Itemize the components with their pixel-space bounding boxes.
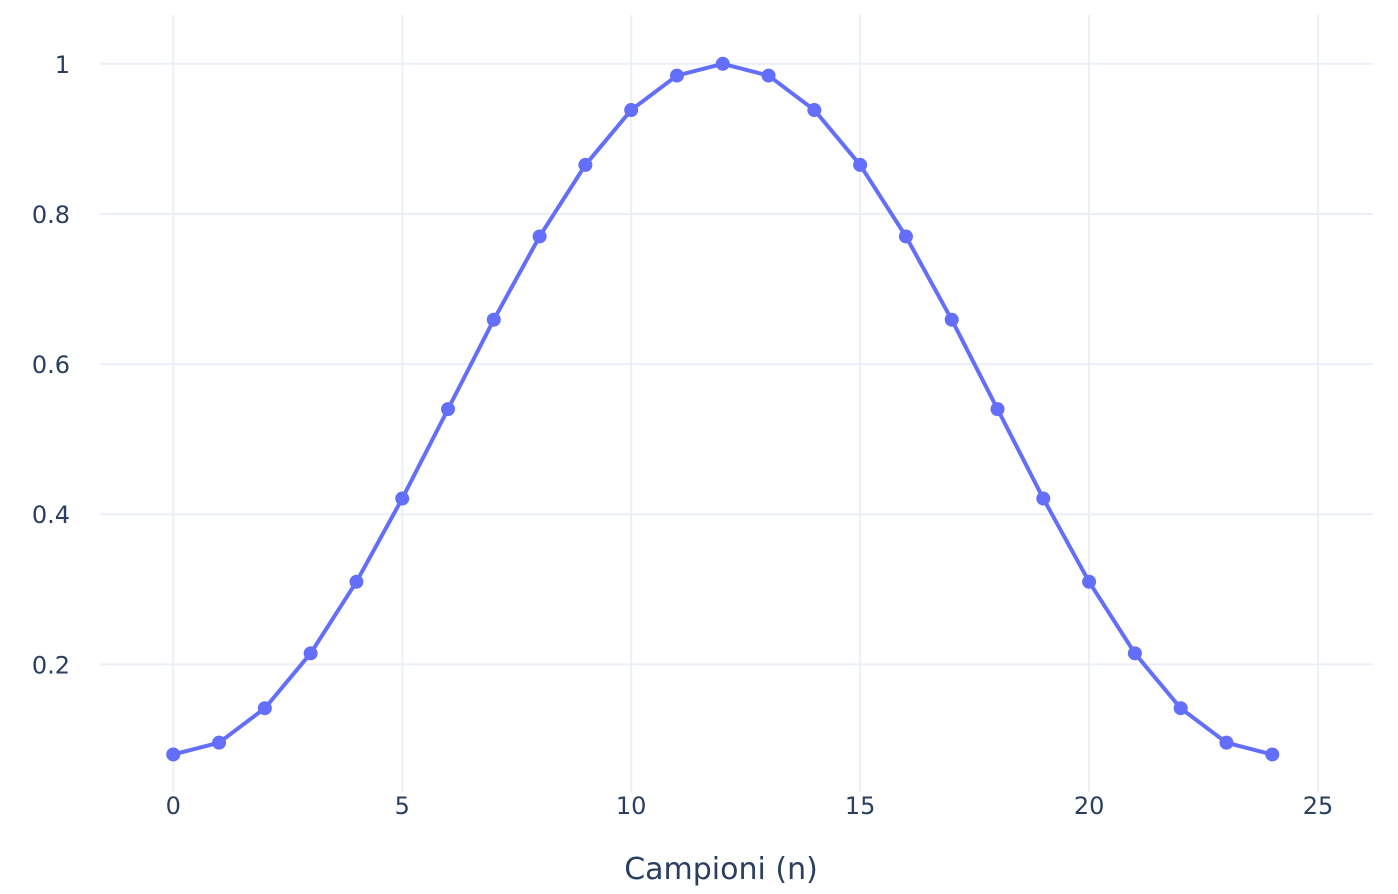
- y-tick-label: 0.4: [32, 501, 70, 529]
- data-point: [1082, 574, 1097, 589]
- data-point: [349, 574, 364, 589]
- data-point: [944, 312, 959, 327]
- data-point: [441, 402, 456, 417]
- data-point: [853, 157, 868, 172]
- data-point: [578, 157, 593, 172]
- data-point: [303, 646, 318, 661]
- data-point: [715, 56, 730, 71]
- data-point: [990, 402, 1005, 417]
- data-point: [761, 68, 776, 83]
- data-point: [898, 229, 913, 244]
- data-point: [1173, 701, 1188, 716]
- y-tick-label: 0.2: [32, 651, 70, 679]
- y-tick-label: 0.8: [32, 201, 70, 229]
- y-tick-label: 1: [55, 51, 70, 79]
- data-point: [1127, 646, 1142, 661]
- x-tick-label: 10: [616, 792, 647, 820]
- y-gridlines: [100, 62, 1373, 666]
- x-tick-label: 0: [166, 792, 181, 820]
- data-point: [166, 747, 181, 762]
- data-point: [1265, 747, 1280, 762]
- data-point: [486, 312, 501, 327]
- x-tick-labels: 0 5 10 15 20 25: [166, 792, 1334, 820]
- y-tick-labels: 0.2 0.4 0.6 0.8 1: [32, 51, 70, 680]
- data-point: [257, 701, 272, 716]
- data-point: [1036, 491, 1051, 506]
- data-point: [532, 229, 547, 244]
- data-point: [212, 735, 227, 750]
- x-tick-label: 20: [1074, 792, 1105, 820]
- y-tick-label: 0.6: [32, 351, 70, 379]
- x-tick-label: 15: [845, 792, 876, 820]
- x-axis-title: Campioni (n): [624, 852, 818, 887]
- x-tick-label: 25: [1303, 792, 1334, 820]
- data-point: [395, 491, 410, 506]
- data-point: [807, 103, 822, 118]
- x-tick-label: 5: [395, 792, 410, 820]
- data-point: [1219, 735, 1234, 750]
- series-layer: [166, 56, 1280, 762]
- data-point: [624, 103, 639, 118]
- data-point: [669, 68, 684, 83]
- x-gridlines: [172, 15, 1320, 792]
